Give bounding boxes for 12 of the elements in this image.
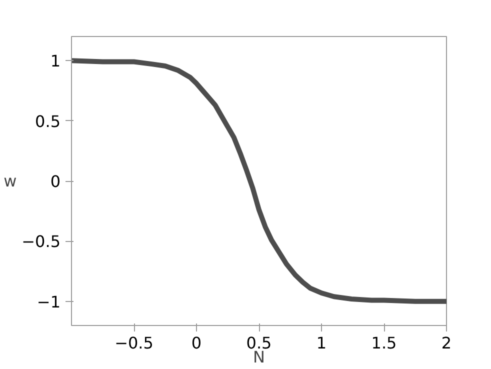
y-axis-title: w: [4, 172, 17, 190]
y-tick-label: −0.5: [22, 232, 61, 252]
x-tick-label: 1: [316, 334, 327, 352]
x-tick-label: 1.5: [371, 334, 397, 352]
x-tick-label: 2: [441, 334, 452, 352]
y-tick-label: 0.5: [35, 112, 61, 131]
y-tick-label: 1: [50, 52, 61, 71]
x-axis-title: N: [253, 348, 265, 366]
x-tick-label: −0.5: [114, 334, 154, 352]
y-tick-label: 0: [50, 172, 61, 191]
y-tick-label: −1: [36, 292, 61, 312]
x-tick-label: 0: [191, 334, 202, 352]
